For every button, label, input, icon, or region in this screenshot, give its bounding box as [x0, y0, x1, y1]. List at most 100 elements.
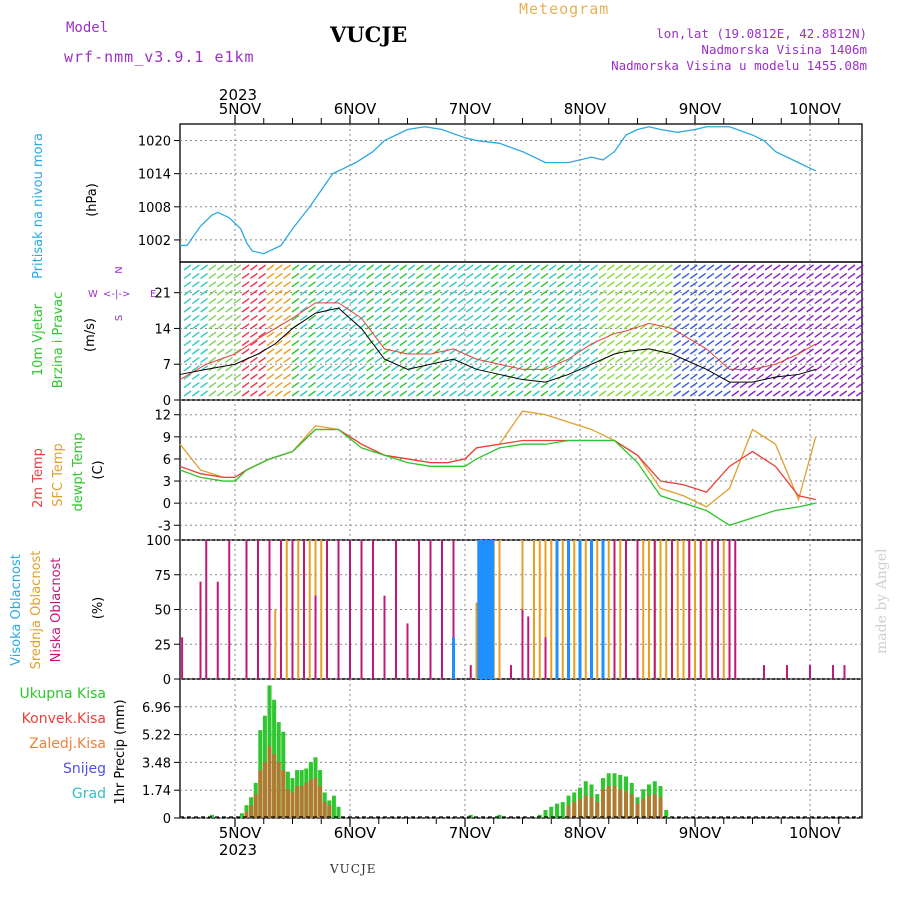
low-cloud-bar: [786, 665, 788, 679]
day-label-bottom: 8NOV: [564, 824, 607, 842]
low-cloud-bar: [688, 540, 691, 679]
mid-cloud-bar: [320, 540, 323, 679]
conv-precip-bar: [295, 786, 300, 818]
mid-cloud-bar: [297, 540, 300, 679]
mid-cloud-bar: [538, 540, 541, 679]
low-cloud-bar: [418, 540, 420, 679]
mid-cloud-bar: [285, 540, 288, 679]
precip-legend-item: Ukupna Kisa: [19, 686, 106, 702]
coords-label: lon,lat (19.0812E, 42.8812N): [656, 26, 867, 41]
day-label-bottom: 9NOV: [679, 824, 722, 842]
year-bottom-label: 2023: [219, 841, 257, 859]
low-cloud-bar: [337, 540, 340, 679]
low-cloud-bar: [268, 540, 271, 679]
low-cloud-bar: [636, 540, 639, 679]
y-tick-label: 0: [163, 394, 171, 409]
mid-cloud-bar: [642, 540, 645, 679]
low-cloud-bar: [469, 665, 472, 679]
low-cloud-bar: [809, 665, 811, 679]
total-precip-bar: [555, 803, 559, 818]
wind-panel: 10m Vjetar Brzina i Pravac (m/s) N S W E…: [31, 264, 864, 397]
day-label-top: 6NOV: [334, 100, 377, 118]
mid-cloud-bar: [659, 540, 662, 679]
y-tick-label: 12: [154, 409, 171, 424]
y-tick-label: 6.96: [142, 701, 171, 716]
precip-legend-item: Grad: [72, 786, 106, 802]
conv-precip-bar: [647, 795, 651, 818]
precip-legend-item: Zaledj.Kisa: [29, 736, 106, 752]
compass-n: N: [114, 266, 125, 273]
low-cloud-bar: [544, 637, 547, 679]
low-cloud-bar: [406, 623, 409, 679]
low-cloud-bar: [360, 540, 363, 679]
cloud-panel: Visoka Oblacnost Srednja Oblacnost Niska…: [9, 540, 846, 679]
wind-speed-line: [179, 307, 816, 383]
conv-precip-bar: [258, 770, 263, 818]
conv-precip-bar: [658, 797, 663, 818]
y-tick-labels: 1002100810141020071421-30369120255075100…: [138, 135, 171, 827]
mid-cloud-bar: [573, 540, 576, 679]
y-tick-label: 1014: [138, 168, 171, 183]
conv-precip-bar: [272, 754, 277, 818]
day-label-top: 8NOV: [564, 100, 607, 118]
mid-cloud-bar: [722, 540, 725, 679]
low-cloud-bar: [228, 540, 231, 679]
low-cloud-bar: [441, 540, 443, 679]
wind-ylabel-1: 10m Vjetar: [31, 303, 46, 376]
day-label-bottom: 6NOV: [334, 824, 377, 842]
conv-precip-bar: [299, 786, 304, 818]
low-cloud-bar: [671, 540, 673, 679]
model-elevation-label: Nadmorska Visina u modelu 1455.08m: [611, 58, 867, 73]
mid-cloud-bar: [274, 609, 277, 679]
y-tick-label: -3: [158, 519, 171, 534]
mid-cloud-bar: [550, 540, 553, 679]
day-labels-bottom: 5NOV 6NOV 7NOV 8NOV 9NOV 10NOV: [219, 824, 842, 842]
conv-precip-bar: [285, 789, 290, 818]
y-tick-label: 0: [163, 812, 171, 827]
conv-precip-bar: [641, 798, 646, 818]
low-cloud-bar: [728, 540, 731, 679]
low-cloud-bar: [280, 540, 282, 679]
low-cloud-bar: [372, 540, 374, 679]
precip-legend-item: Snijeg: [63, 761, 106, 777]
t2m-line: [179, 428, 816, 501]
y-tick-label: 14: [154, 322, 171, 337]
high-cloud-bar: [484, 540, 488, 679]
y-tick-label: 1008: [138, 201, 171, 216]
pressure-ylabel-1: Pritisak na nivou mora: [31, 133, 46, 279]
model-name: wrf-nmm_v3.9.1 e1km: [64, 48, 255, 66]
low-cloud-bar: [699, 540, 702, 679]
cloud-ylabel-2: Srednja Oblacnost: [29, 551, 44, 670]
y-tick-label: 1002: [138, 234, 171, 249]
day-label-top: 10NOV: [789, 100, 842, 118]
low-cloud-bar: [429, 540, 432, 679]
mid-cloud-bar: [475, 602, 478, 679]
pressure-ylabel-2: (hPa): [85, 183, 100, 217]
day-label-top: 5NOV: [219, 100, 262, 118]
conv-precip-bar: [583, 795, 588, 818]
low-cloud-bar: [734, 540, 737, 679]
y-tick-label: 1.74: [142, 784, 171, 799]
wind-ylabel-3: (m/s): [83, 318, 98, 352]
mid-cloud-bar: [705, 540, 708, 679]
total-precip-bar: [239, 813, 244, 818]
compass-arrows-icon: <-|->: [103, 289, 130, 300]
high-cloud-bar: [578, 540, 582, 679]
day-label-top: 7NOV: [449, 100, 492, 118]
high-cloud-bar: [488, 540, 492, 679]
precip-panel: Ukupna Kisa Konvek.Kisa Zaledj.Kisa Snijeg G…: [19, 685, 862, 818]
low-cloud-bar: [510, 665, 512, 679]
low-cloud-bar: [452, 540, 455, 679]
conv-precip-bar: [253, 794, 258, 818]
y-tick-label: 7: [163, 358, 171, 373]
conv-precip-bar: [276, 762, 281, 818]
day-label-bottom: 5NOV: [219, 824, 262, 842]
conv-precip-bar: [612, 786, 617, 818]
low-cloud-bar: [257, 540, 259, 679]
y-tick-label: 0: [163, 673, 171, 688]
mid-cloud-bar: [596, 540, 599, 679]
mid-cloud-bar: [676, 540, 679, 679]
low-cloud-bar: [383, 595, 386, 679]
low-cloud-bar: [199, 581, 202, 679]
